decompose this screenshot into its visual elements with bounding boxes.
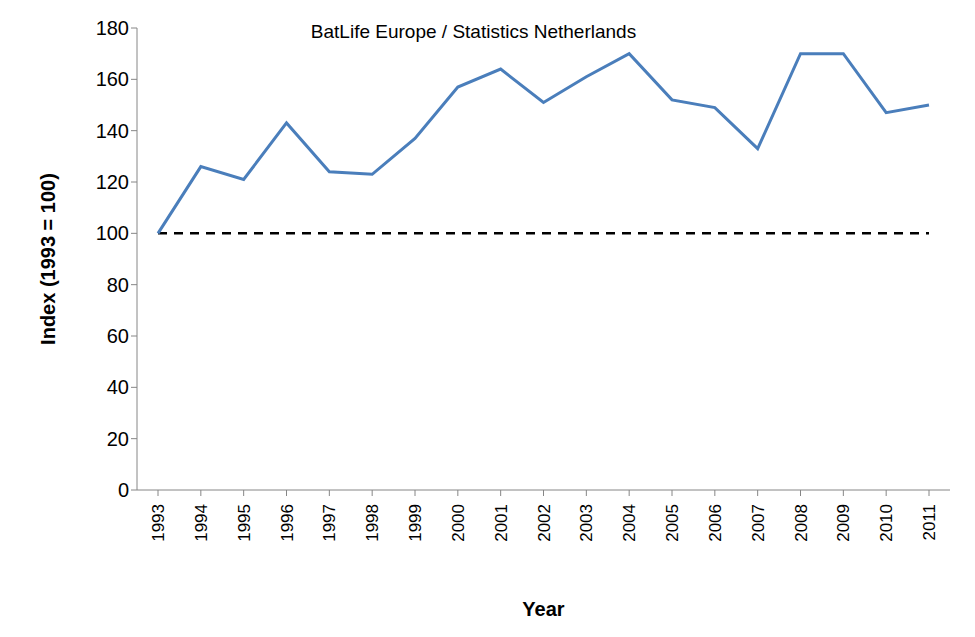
svg-text:2004: 2004 [620, 504, 639, 542]
svg-text:80: 80 [107, 274, 129, 296]
svg-text:2008: 2008 [792, 504, 811, 542]
svg-text:1994: 1994 [192, 504, 211, 542]
svg-text:100: 100 [96, 222, 129, 244]
svg-text:1993: 1993 [149, 504, 168, 542]
html-text:BatLife Europe / Statistics Ne: BatLife Europe / Statistics Netherlands [310, 21, 637, 42]
svg-text:1995: 1995 [235, 504, 254, 542]
svg-text:2003: 2003 [577, 504, 596, 542]
svg-text:2001: 2001 [492, 504, 511, 542]
svg-text:Year: Year [522, 598, 564, 620]
svg-text:2011: 2011 [920, 504, 939, 541]
svg-text:40: 40 [107, 376, 129, 398]
svg-text:2009: 2009 [834, 504, 853, 542]
svg-text:2005: 2005 [663, 504, 682, 542]
svg-text:0: 0 [118, 479, 129, 501]
svg-text:2010: 2010 [877, 504, 896, 542]
svg-text:2007: 2007 [749, 504, 768, 542]
svg-text:Index (1993 = 100): Index (1993 = 100) [37, 173, 59, 345]
svg-text:2000: 2000 [449, 504, 468, 542]
svg-text:2006: 2006 [706, 504, 725, 542]
svg-text:140: 140 [96, 120, 129, 142]
svg-text:1999: 1999 [406, 504, 425, 542]
svg-text:2002: 2002 [535, 504, 554, 542]
svg-text:120: 120 [96, 171, 129, 193]
svg-text:180: 180 [96, 17, 129, 39]
svg-text:160: 160 [96, 68, 129, 90]
svg-text:1998: 1998 [363, 504, 382, 542]
svg-text:60: 60 [107, 325, 129, 347]
svg-text:1996: 1996 [278, 504, 297, 542]
svg-text:1997: 1997 [320, 504, 339, 542]
svg-text:20: 20 [107, 428, 129, 450]
